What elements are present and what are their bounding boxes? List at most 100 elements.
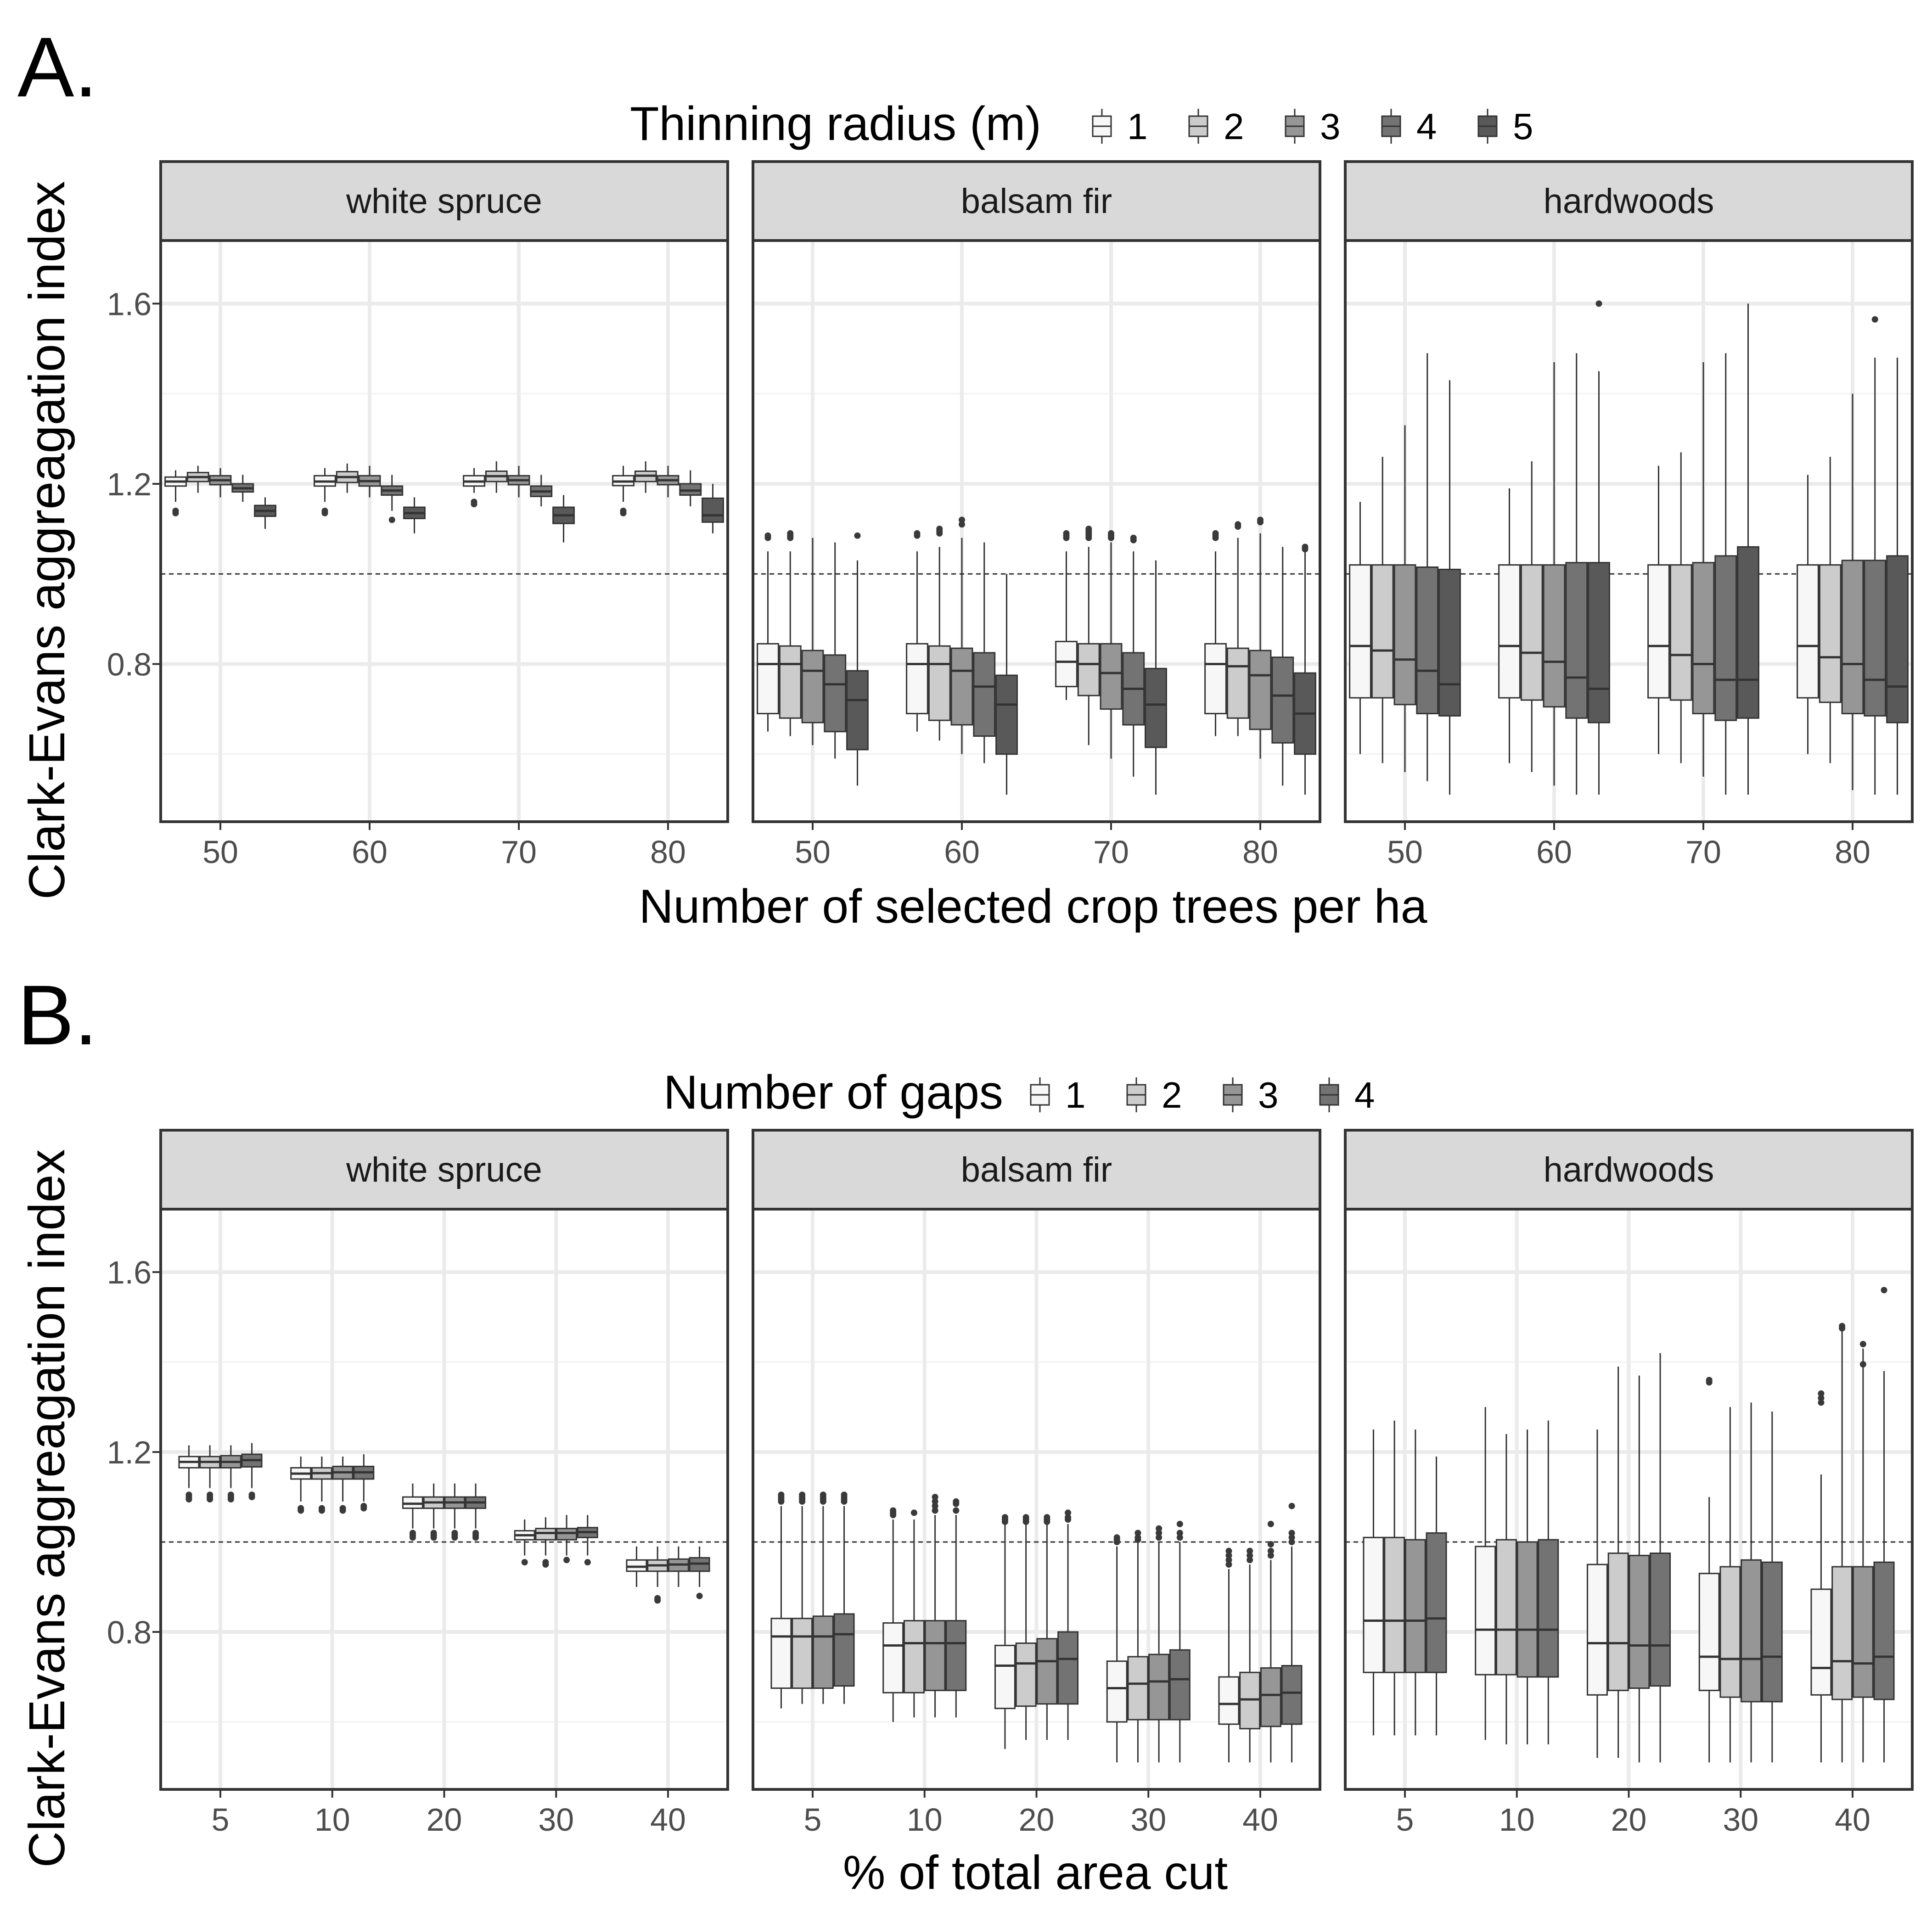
facet-strip-label: balsam fir xyxy=(961,1150,1112,1189)
box-iqr xyxy=(1475,1546,1496,1676)
outlier xyxy=(620,510,627,516)
box xyxy=(801,538,824,746)
box-iqr xyxy=(1886,555,1909,723)
box xyxy=(1218,1547,1240,1763)
box-iqr xyxy=(1498,564,1521,699)
box xyxy=(199,1445,221,1502)
box xyxy=(626,1546,647,1587)
box xyxy=(1226,521,1249,736)
box xyxy=(1148,1525,1170,1763)
plot-background xyxy=(161,241,728,822)
box xyxy=(444,1483,466,1541)
box xyxy=(1294,544,1316,795)
x-tick-label: 20 xyxy=(427,1802,462,1838)
box xyxy=(1404,1429,1426,1736)
box-iqr xyxy=(882,1622,904,1693)
box-iqr xyxy=(906,643,928,714)
box-iqr xyxy=(1819,564,1842,703)
box xyxy=(1607,1366,1629,1758)
box-iqr xyxy=(1438,568,1461,717)
outlier xyxy=(932,1507,938,1514)
outlier xyxy=(799,1491,806,1498)
outlier xyxy=(764,534,771,541)
box-iqr xyxy=(1404,1539,1426,1673)
outlier xyxy=(185,1496,192,1502)
x-tick-label: 10 xyxy=(907,1802,943,1838)
x-tick-label: 80 xyxy=(1242,834,1278,870)
outlier xyxy=(1818,1390,1825,1397)
box xyxy=(1416,353,1439,781)
outlier xyxy=(1156,1525,1163,1532)
box xyxy=(833,1491,855,1704)
outlier xyxy=(1302,546,1309,553)
box xyxy=(779,530,802,736)
box xyxy=(1741,1402,1762,1763)
box xyxy=(1852,1340,1874,1763)
y-tick-label: 1.6 xyxy=(107,1255,152,1290)
box-iqr xyxy=(1714,555,1737,721)
facet-strip-label: white spruce xyxy=(346,182,542,221)
outlier xyxy=(1001,1514,1008,1521)
outlier xyxy=(471,501,477,508)
box-iqr xyxy=(1810,1588,1832,1696)
outlier xyxy=(1176,1534,1183,1541)
y-tick-label: 1.2 xyxy=(107,1435,152,1470)
box xyxy=(1692,362,1715,777)
facet-strip xyxy=(1344,160,1914,242)
outlier xyxy=(1267,1541,1274,1547)
box xyxy=(1543,362,1566,786)
box xyxy=(1438,380,1461,795)
facet-hardwoods: 50 60 70 80 hardwoods xyxy=(1344,160,1914,870)
box xyxy=(423,1483,444,1541)
x-tick-label: 40 xyxy=(1242,1802,1278,1838)
outlier xyxy=(1595,300,1602,307)
outlier xyxy=(1839,1325,1846,1332)
box xyxy=(1520,461,1543,773)
box-iqr xyxy=(1698,1573,1720,1691)
box-iqr xyxy=(928,645,951,721)
box-iqr xyxy=(1077,643,1100,696)
box-iqr xyxy=(1565,562,1588,719)
box-iqr xyxy=(1055,640,1078,688)
box-iqr xyxy=(812,1615,834,1689)
facet-strip xyxy=(159,160,729,242)
box xyxy=(332,1456,354,1514)
box xyxy=(1475,1407,1496,1740)
legend-label: 3 xyxy=(1258,1075,1279,1115)
box xyxy=(792,1491,813,1704)
box xyxy=(1122,534,1145,777)
box-iqr xyxy=(1520,564,1543,701)
box-iqr xyxy=(1797,564,1819,699)
panel-label-a: A. xyxy=(17,20,98,115)
outlier xyxy=(339,1507,346,1514)
box xyxy=(1100,530,1123,759)
x-tick-label: 40 xyxy=(650,1802,686,1838)
outlier xyxy=(932,1494,938,1501)
outlier xyxy=(451,1534,458,1541)
x-tick-label: 80 xyxy=(650,834,686,870)
box xyxy=(1647,465,1670,754)
outlier xyxy=(1881,1287,1887,1294)
box-iqr xyxy=(1761,1561,1783,1703)
box-iqr xyxy=(1384,1536,1405,1673)
box xyxy=(1629,1375,1650,1763)
x-tick-label: 70 xyxy=(501,834,537,870)
x-tick-label: 30 xyxy=(1723,1802,1758,1838)
box xyxy=(336,463,359,493)
box xyxy=(1239,1547,1261,1763)
box xyxy=(1516,1429,1538,1745)
outlier xyxy=(959,516,965,523)
x-tick-label: 50 xyxy=(795,834,831,870)
outlier xyxy=(1288,1539,1295,1546)
outlier xyxy=(932,1498,938,1505)
outlier xyxy=(521,1559,528,1566)
facet-balsam-fir: 50 60 70 80 balsam fir xyxy=(752,160,1321,870)
outlier xyxy=(1212,534,1219,541)
outlier xyxy=(932,1502,938,1509)
outlier xyxy=(1288,1534,1295,1541)
box xyxy=(1393,425,1416,773)
facet-strip xyxy=(752,160,1321,242)
box-iqr xyxy=(1741,1559,1762,1703)
box xyxy=(1260,1520,1281,1763)
box xyxy=(634,461,657,493)
